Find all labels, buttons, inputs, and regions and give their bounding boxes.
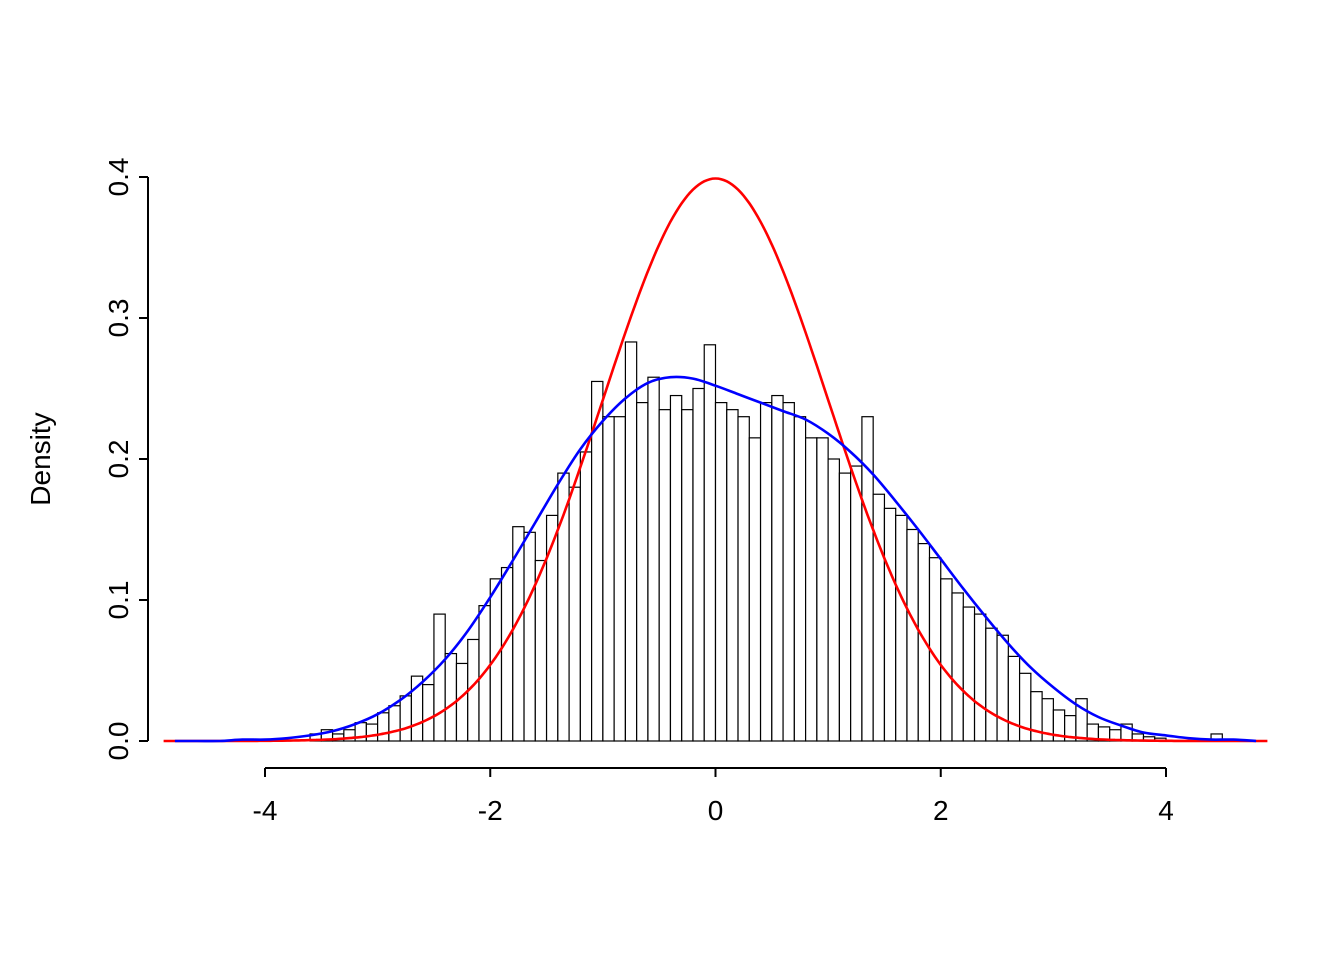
histogram-bar xyxy=(996,634,1009,742)
histogram-bar xyxy=(489,578,503,742)
histogram-bar xyxy=(1007,655,1021,742)
y-tick-label: 0.2 xyxy=(103,440,134,479)
histogram-bar xyxy=(523,531,536,742)
histogram-bar xyxy=(1030,691,1043,742)
histogram-bar xyxy=(850,465,863,742)
histogram-bar xyxy=(658,409,672,742)
histogram-bar xyxy=(951,592,964,742)
histogram-bar xyxy=(782,402,795,742)
histogram-bar xyxy=(726,409,739,742)
histogram-bars xyxy=(309,341,1223,742)
histogram-bar xyxy=(714,402,728,742)
histogram-bar xyxy=(827,458,840,742)
histogram-bar xyxy=(883,507,897,742)
histogram-bar xyxy=(906,528,919,742)
histogram-bar xyxy=(647,376,660,742)
x-tick-label: 4 xyxy=(1158,795,1174,826)
histogram-bar xyxy=(377,712,390,742)
histogram-bar xyxy=(985,627,998,742)
histogram-bar xyxy=(759,402,773,742)
histogram-bar xyxy=(895,514,908,742)
histogram-bar xyxy=(500,566,514,742)
histogram-bar xyxy=(388,705,401,742)
histogram-bar xyxy=(681,409,694,742)
histogram-bar xyxy=(917,542,931,742)
x-tick-label: -4 xyxy=(253,795,278,826)
histogram-bar xyxy=(692,387,705,742)
histogram-bar xyxy=(703,344,717,742)
histogram-bar xyxy=(568,486,581,742)
histogram-bar xyxy=(816,437,829,742)
histogram-bar xyxy=(455,662,469,742)
histogram-bar xyxy=(602,416,615,742)
histogram-bar xyxy=(737,416,750,742)
y-tick-label: 0.0 xyxy=(103,722,134,761)
x-tick-label: 2 xyxy=(933,795,949,826)
histogram-bar xyxy=(399,695,413,742)
x-axis: -4 -2 0 2 4 xyxy=(253,767,1174,826)
kde-curve xyxy=(174,375,1257,743)
histogram-bar xyxy=(433,613,446,742)
histogram-bar xyxy=(771,394,784,742)
histogram-bar xyxy=(636,402,649,742)
y-tick-label: 0.1 xyxy=(103,581,134,620)
histogram-bar xyxy=(838,472,852,742)
y-axis: 0.0 0.1 0.2 0.3 0.4 xyxy=(103,158,149,761)
histogram-bar xyxy=(613,416,627,742)
histogram-bar xyxy=(444,652,458,742)
histogram-bar xyxy=(365,723,379,742)
histogram-bar xyxy=(793,416,807,742)
normal-curve xyxy=(163,177,1268,743)
x-tick-label: 0 xyxy=(708,795,724,826)
histogram-bar xyxy=(422,683,435,742)
histogram-bar xyxy=(545,514,559,742)
histogram-bar xyxy=(804,437,818,742)
histogram-bar xyxy=(669,394,683,742)
histogram-bar xyxy=(591,380,604,742)
histogram-bar xyxy=(962,606,976,742)
histogram-bar xyxy=(1075,698,1088,742)
histogram-bar xyxy=(940,578,953,742)
histogram-bar xyxy=(624,341,638,742)
histogram-bar xyxy=(1018,672,1032,742)
histogram-bar xyxy=(534,559,548,742)
y-tick-label: 0.3 xyxy=(103,299,134,338)
y-tick-label: 0.4 xyxy=(103,158,134,197)
histogram-bar xyxy=(973,613,987,742)
histogram-bar xyxy=(579,451,593,742)
x-tick-label: -2 xyxy=(478,795,503,826)
histogram-bar xyxy=(748,437,762,742)
y-axis-title: Density xyxy=(25,412,56,505)
